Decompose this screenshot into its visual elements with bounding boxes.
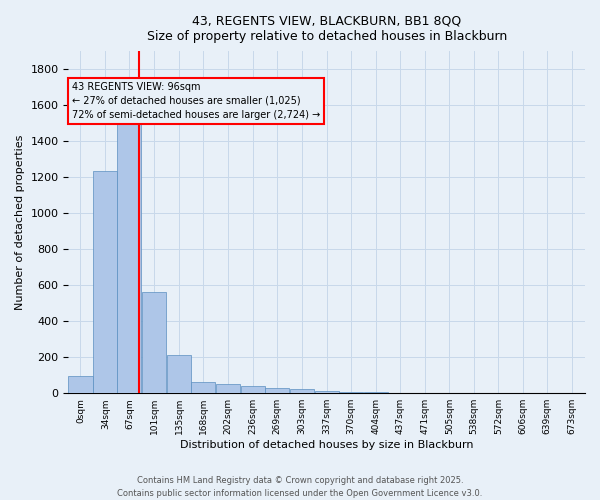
Bar bbox=[241, 386, 265, 393]
Title: 43, REGENTS VIEW, BLACKBURN, BB1 8QQ
Size of property relative to detached house: 43, REGENTS VIEW, BLACKBURN, BB1 8QQ Siz… bbox=[146, 15, 507, 43]
Bar bbox=[216, 384, 240, 393]
Text: Contains HM Land Registry data © Crown copyright and database right 2025.
Contai: Contains HM Land Registry data © Crown c… bbox=[118, 476, 482, 498]
Bar bbox=[314, 392, 339, 393]
Bar bbox=[191, 382, 215, 393]
Bar bbox=[339, 392, 363, 393]
Bar bbox=[93, 171, 118, 393]
X-axis label: Distribution of detached houses by size in Blackburn: Distribution of detached houses by size … bbox=[180, 440, 473, 450]
Bar bbox=[167, 356, 191, 393]
Bar bbox=[265, 388, 289, 393]
Bar bbox=[68, 376, 92, 393]
Bar bbox=[142, 292, 166, 393]
Bar bbox=[364, 392, 388, 393]
Bar bbox=[118, 122, 142, 393]
Y-axis label: Number of detached properties: Number of detached properties bbox=[15, 134, 25, 310]
Bar bbox=[290, 388, 314, 393]
Text: 43 REGENTS VIEW: 96sqm
← 27% of detached houses are smaller (1,025)
72% of semi-: 43 REGENTS VIEW: 96sqm ← 27% of detached… bbox=[72, 82, 320, 120]
